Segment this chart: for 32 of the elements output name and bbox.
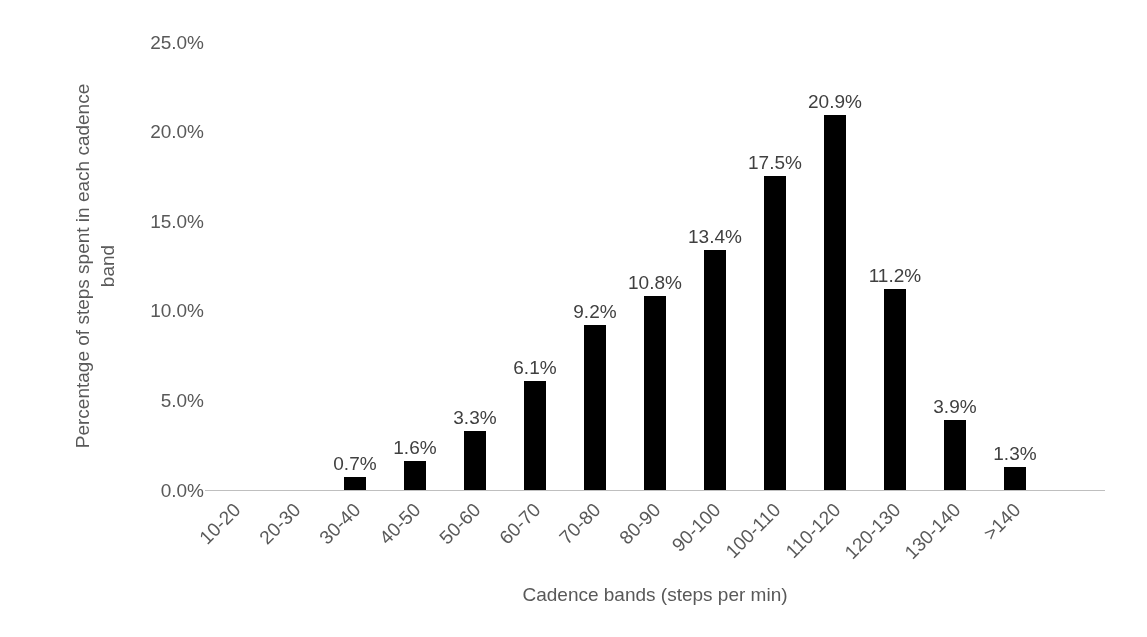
bar	[464, 431, 486, 490]
y-tick-label: 20.0%	[150, 121, 205, 143]
data-label: 20.9%	[808, 91, 862, 112]
bar	[584, 325, 606, 490]
bar	[404, 461, 426, 490]
y-tick-label: 25.0%	[150, 31, 205, 53]
bar	[944, 420, 966, 490]
bar	[884, 289, 906, 490]
y-axis-title: Percentage of steps spent in each cadence band	[72, 83, 118, 449]
data-label: 1.6%	[393, 437, 437, 458]
bar	[644, 296, 666, 490]
data-label: 10.8%	[628, 272, 682, 293]
y-tick-label: 0.0%	[160, 479, 205, 501]
x-axis-title: Cadence bands (steps per min)	[522, 583, 788, 605]
data-label: 17.5%	[748, 152, 802, 173]
data-label: 11.2%	[868, 265, 922, 286]
data-label: 6.1%	[513, 357, 557, 378]
data-label: 13.4%	[688, 226, 742, 247]
bar	[524, 381, 546, 490]
bar	[344, 477, 366, 490]
data-label: 3.9%	[933, 396, 977, 417]
data-label: 0.7%	[333, 453, 377, 474]
y-tick-label: 10.0%	[150, 300, 205, 322]
y-tick-label: 15.0%	[150, 210, 205, 232]
y-tick-label: 5.0%	[160, 390, 205, 412]
bar	[704, 250, 726, 490]
data-label: 9.2%	[573, 301, 617, 322]
data-label: 1.3%	[993, 443, 1037, 464]
data-label: 3.3%	[453, 407, 497, 428]
bar	[1004, 467, 1026, 490]
bar	[824, 115, 846, 490]
bar	[764, 176, 786, 490]
